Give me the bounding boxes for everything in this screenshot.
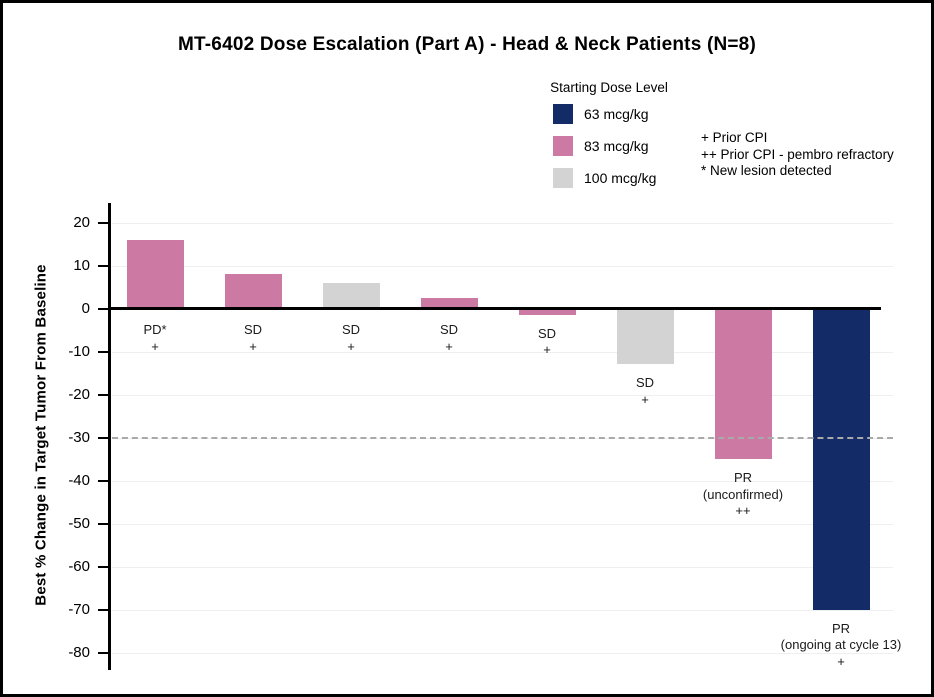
gridline [112,609,893,611]
y-axis-tick-label: -40 [68,471,90,489]
bar-label-line: + [445,338,453,354]
bar-label-line: SD [243,322,263,337]
y-axis-tick-label: 10 [73,256,90,274]
bar-response-label: PR (ongoing at cycle 13) + [761,621,921,671]
patient-bar-2 [224,274,282,309]
footnote-line: * New lesion detected [701,163,832,178]
bar-label-line: SD [537,325,557,341]
gridline [112,351,893,353]
y-axis-tick-label: -60 [68,557,90,575]
gridline [112,394,893,396]
bar-label-line: SD [341,322,361,337]
bar-label-line: + [837,653,845,669]
y-axis-tick [98,608,108,611]
gridline [112,566,893,568]
gridline [112,222,893,224]
legend-item: 100 mcg/kg [553,168,656,188]
bar-label-line: (ongoing at cycle 13) [780,637,902,652]
y-axis-tick-label: -10 [68,342,90,360]
bar-response-label: SD + [369,322,529,355]
y-axis-tick [98,651,108,654]
patient-bar-6 [616,308,674,365]
legend-item: 83 mcg/kg [553,136,649,156]
y-axis-tick [98,479,108,482]
bar-response-label: SD + [271,322,431,355]
footnote-line: ++ Prior CPI - pembro refractory [701,146,894,162]
gridline [112,652,893,654]
y-axis-tick [98,221,108,224]
plot-area: PD* + SD + SD + SD + SD + SD + PR (unconfirmed) ++ PR (o… [3,3,931,694]
bar-label-line: + [543,342,551,358]
legend-swatch-icon [553,136,573,156]
y-axis-tick-label: -20 [68,385,90,403]
legend-item-label: 100 mcg/kg [584,170,657,186]
bar-response-label: SD + [467,326,627,359]
y-axis-tick-label: 20 [73,213,90,231]
y-axis-tick-label: -70 [68,600,90,618]
patient-bar-3 [322,282,380,309]
bar-response-label: PR (unconfirmed) ++ [663,470,823,520]
bar-label-line: (unconfirmed) [702,486,784,502]
y-axis-tick [98,350,108,353]
legend-item: 63 mcg/kg [553,104,649,124]
y-axis-tick [98,264,108,267]
gridline [112,265,893,267]
patient-bar-1 [126,239,184,309]
bar-label-line: + [347,338,355,354]
zero-baseline [108,307,881,310]
bar-label-line: + [151,338,159,354]
footnotes: + Prior CPI ++ Prior CPI - pembro refract… [701,130,894,180]
legend-item-label: 83 mcg/kg [584,138,649,154]
patient-bar-4 [420,297,478,309]
y-axis-line [108,203,111,670]
y-axis-tick [98,436,108,439]
chart-title: MT-6402 Dose Escalation (Part A) - Head … [178,34,756,55]
legend-swatch-icon [553,104,573,124]
bar-label-line: SD [635,375,655,391]
y-axis-tick [98,565,108,568]
y-axis-tick-label: 0 [81,299,90,317]
bar-response-label: PD* + [75,322,235,355]
bar-response-label: SD + [173,322,333,355]
legend-title: Starting Dose Level [550,80,668,95]
bar-label-line: PD* [143,322,167,337]
patient-bar-8 [812,308,870,610]
legend-swatch-icon [553,168,573,188]
y-axis-tick-label: -50 [68,514,90,532]
bar-label-line: ++ [735,503,751,518]
footnote-line: + Prior CPI [701,130,768,145]
y-axis-tick-label: -80 [68,643,90,661]
patient-bar-5 [518,308,576,315]
reference-line-minus-30pct [112,436,893,439]
y-axis-tick-label: -30 [68,428,90,446]
bar-label-line: PR [831,620,851,636]
legend-item-label: 63 mcg/kg [584,106,649,122]
bar-response-label: SD + [565,375,725,408]
patient-bar-7 [714,308,772,459]
gridline [112,480,893,482]
bar-label-line: SD [439,322,459,337]
bar-label-line: + [641,391,649,407]
bar-label-line: PR [733,470,753,485]
y-axis-tick [98,307,108,310]
gridline [112,523,893,525]
y-axis-tick [98,522,108,525]
y-axis-tick [98,393,108,396]
bar-label-line: + [249,338,257,354]
